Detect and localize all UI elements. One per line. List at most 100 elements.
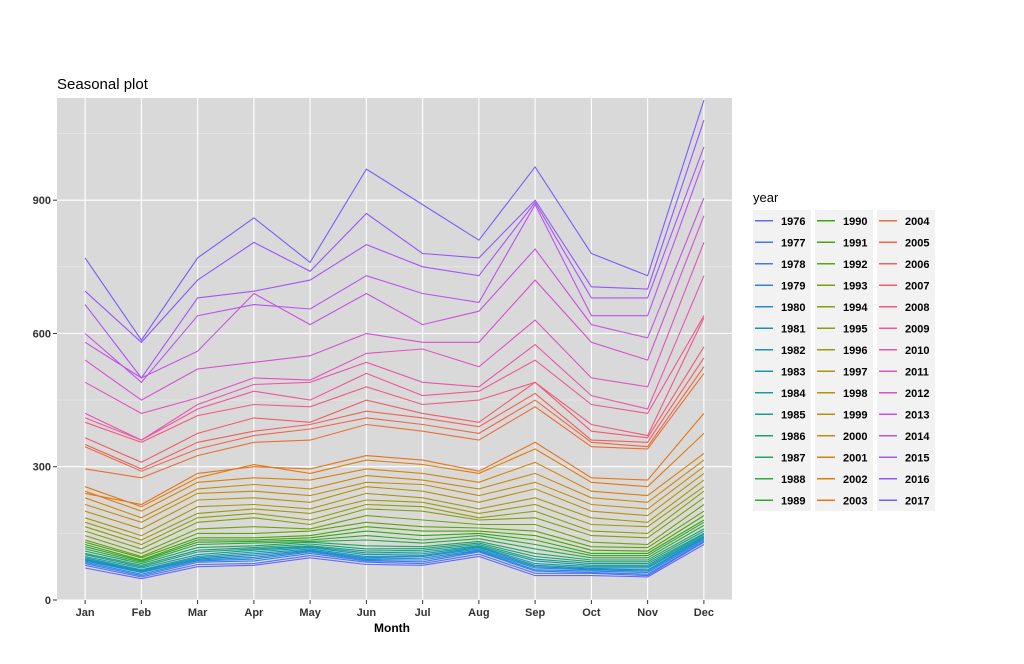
series-line-1998 (84, 472, 705, 530)
legend-label-2016: 2016 (905, 474, 929, 486)
legend-label-1988: 1988 (781, 474, 805, 486)
series-line-2001 (84, 452, 705, 512)
x-tick-label-aug: Aug (468, 607, 489, 619)
legend-label-1983: 1983 (781, 366, 805, 378)
series-line-1979 (84, 539, 705, 575)
legend-label-1992: 1992 (843, 259, 867, 271)
series-line-1981 (84, 537, 705, 573)
series-line-2007 (84, 346, 705, 463)
legend-label-1980: 1980 (781, 302, 805, 314)
legend-label-1986: 1986 (781, 431, 805, 443)
x-tick-label-feb: Feb (132, 607, 152, 619)
series-line-2015 (84, 146, 705, 379)
series-line-1989 (84, 521, 705, 562)
x-axis-title: Month (374, 621, 410, 635)
series-line-1984 (84, 533, 705, 569)
legend-label-1989: 1989 (781, 495, 805, 507)
series-line-1985 (84, 532, 705, 568)
x-tick-label-jul: Jul (415, 607, 431, 619)
x-tick-label-nov: Nov (637, 607, 659, 619)
series-line-1997 (84, 479, 705, 537)
series-line-1990 (84, 519, 705, 561)
legend-label-1994: 1994 (843, 302, 868, 314)
legend-label-2012: 2012 (905, 388, 929, 400)
legend-label-1993: 1993 (843, 280, 867, 292)
axes: 0 300 600 900 Jan Feb Mar Apr May Jun Jul Aug Sep Oct… (33, 195, 714, 619)
series-line-2003 (84, 413, 705, 506)
legend-label-2015: 2015 (905, 452, 929, 464)
y-tick-label: 300 (33, 462, 51, 474)
series-line-2010 (84, 275, 705, 441)
series-line-2006 (84, 357, 705, 470)
series-line-1994 (84, 497, 705, 550)
legend: 1976 1977 1978 1979 1980 1981 1982 1983 1984 1985… (753, 210, 935, 511)
series-line-2008 (84, 317, 705, 443)
series-line-2012 (84, 215, 705, 401)
legend-label-1998: 1998 (843, 388, 867, 400)
legend-label-1976: 1976 (781, 216, 805, 228)
y-tick-label: 600 (33, 328, 51, 340)
legend-label-1995: 1995 (843, 323, 867, 335)
legend-label-2006: 2006 (905, 259, 929, 271)
legend-label-1991: 1991 (843, 237, 867, 249)
legend-label-2000: 2000 (843, 431, 867, 443)
legend-label-2010: 2010 (905, 345, 929, 357)
series-line-1980 (84, 538, 705, 574)
series-line-2016 (84, 120, 705, 344)
series-line-2011 (84, 242, 705, 414)
legend-label-2011: 2011 (905, 366, 929, 378)
legend-label-1996: 1996 (843, 345, 867, 357)
series-line-2014 (84, 160, 705, 384)
series-line-2004 (85, 373, 705, 479)
legend-label-1982: 1982 (781, 345, 805, 357)
series-line-1988 (84, 524, 705, 563)
series-line-1996 (84, 486, 705, 541)
legend-label-1997: 1997 (843, 366, 867, 378)
series-line-2017 (84, 100, 705, 342)
series-line-1991 (84, 515, 705, 559)
x-tick-label-jan: Jan (76, 607, 95, 619)
legend-label-2001: 2001 (843, 452, 867, 464)
legend-label-2017: 2017 (905, 495, 929, 507)
legend-label-2014: 2014 (905, 431, 930, 443)
legend-label-1978: 1978 (781, 259, 805, 271)
legend-title: year (753, 190, 779, 205)
series-line-2005 (84, 366, 705, 472)
x-tick-label-apr: Apr (244, 607, 264, 619)
series-line-2013 (84, 197, 705, 379)
legend-label-2008: 2008 (905, 302, 929, 314)
series-line-1976 (84, 544, 705, 580)
series-line-1999 (84, 466, 705, 523)
x-tick-label-jun: Jun (357, 607, 377, 619)
legend-label-2005: 2005 (905, 237, 929, 249)
x-tick-label-mar: Mar (188, 607, 208, 619)
legend-label-2007: 2007 (905, 280, 929, 292)
series-line-1978 (84, 540, 705, 577)
legend-label-1987: 1987 (781, 452, 805, 464)
legend-label-1977: 1977 (781, 237, 805, 249)
y-tick-label: 900 (33, 195, 51, 207)
x-tick-label-dec: Dec (694, 607, 714, 619)
series-line-2000 (84, 459, 705, 519)
series-line-1987 (84, 528, 705, 565)
legend-label-1981: 1981 (781, 323, 805, 335)
series-lines (84, 100, 705, 580)
series-line-1995 (84, 490, 705, 546)
series-line-1986 (84, 530, 705, 566)
legend-label-1984: 1984 (781, 388, 806, 400)
series-line-2002 (84, 433, 705, 508)
x-tick-label-sep: Sep (525, 607, 545, 619)
y-tick-label: 0 (45, 595, 51, 607)
series-line-1993 (84, 504, 705, 554)
legend-label-1979: 1979 (781, 280, 805, 292)
legend-label-2003: 2003 (843, 495, 867, 507)
series-line-2009 (84, 315, 705, 441)
legend-label-2009: 2009 (905, 323, 929, 335)
series-line-1992 (84, 510, 705, 558)
legend-label-2013: 2013 (905, 409, 929, 421)
x-tick-label-may: May (299, 607, 321, 619)
x-tick-label-oct: Oct (582, 607, 601, 619)
legend-label-1990: 1990 (843, 216, 867, 228)
legend-label-2002: 2002 (843, 474, 867, 486)
